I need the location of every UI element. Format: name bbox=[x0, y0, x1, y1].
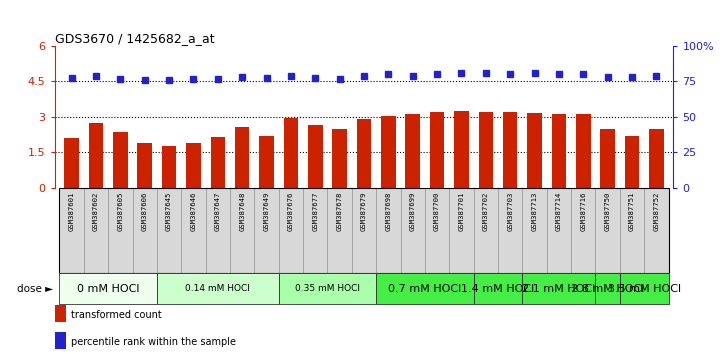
Bar bbox=[376, 188, 400, 273]
Bar bbox=[84, 188, 108, 273]
Text: GSM387602: GSM387602 bbox=[93, 192, 99, 231]
Bar bbox=[596, 188, 620, 273]
Bar bbox=[596, 273, 620, 304]
Bar bbox=[620, 273, 668, 304]
Bar bbox=[474, 188, 498, 273]
Bar bbox=[210, 137, 225, 188]
Text: GSM387701: GSM387701 bbox=[459, 192, 464, 231]
Bar bbox=[430, 112, 444, 188]
Text: GSM387703: GSM387703 bbox=[507, 192, 513, 231]
Text: GSM387676: GSM387676 bbox=[288, 192, 294, 231]
Text: GSM387750: GSM387750 bbox=[605, 192, 611, 231]
Bar bbox=[254, 188, 279, 273]
Bar bbox=[181, 188, 205, 273]
Text: GSM387601: GSM387601 bbox=[68, 192, 75, 231]
Bar bbox=[357, 119, 371, 188]
Text: GSM387698: GSM387698 bbox=[385, 192, 392, 231]
Bar bbox=[454, 111, 469, 188]
Bar bbox=[547, 188, 571, 273]
Bar bbox=[523, 188, 547, 273]
Bar bbox=[108, 188, 132, 273]
Bar bbox=[576, 114, 590, 188]
Bar bbox=[132, 188, 157, 273]
Text: GSM387645: GSM387645 bbox=[166, 192, 172, 231]
Text: dose ►: dose ► bbox=[17, 284, 53, 293]
Bar bbox=[601, 129, 615, 188]
Text: 2.1 mM HOCl: 2.1 mM HOCl bbox=[522, 284, 596, 293]
Bar bbox=[381, 116, 396, 188]
Bar bbox=[186, 143, 201, 188]
Text: percentile rank within the sample: percentile rank within the sample bbox=[71, 337, 237, 347]
Bar bbox=[259, 136, 274, 188]
Bar bbox=[138, 143, 152, 188]
Bar bbox=[303, 188, 328, 273]
Bar bbox=[352, 188, 376, 273]
Text: 0.14 mM HOCl: 0.14 mM HOCl bbox=[186, 284, 250, 293]
Text: 0.7 mM HOCl: 0.7 mM HOCl bbox=[388, 284, 462, 293]
Bar bbox=[425, 188, 449, 273]
Bar bbox=[503, 112, 518, 188]
Bar bbox=[400, 188, 425, 273]
Text: 2.8 mM HOCl: 2.8 mM HOCl bbox=[571, 284, 644, 293]
Text: transformed count: transformed count bbox=[71, 310, 162, 320]
Bar bbox=[620, 188, 644, 273]
Bar bbox=[60, 188, 84, 273]
Text: GSM387713: GSM387713 bbox=[531, 192, 537, 231]
Text: GSM387677: GSM387677 bbox=[312, 192, 318, 231]
Bar bbox=[55, 305, 66, 322]
Bar bbox=[625, 136, 639, 188]
Bar bbox=[498, 188, 523, 273]
Bar bbox=[157, 273, 279, 304]
Text: 0.35 mM HOCl: 0.35 mM HOCl bbox=[295, 284, 360, 293]
Bar bbox=[405, 114, 420, 188]
Bar bbox=[205, 188, 230, 273]
Bar bbox=[235, 127, 250, 188]
Text: GSM387716: GSM387716 bbox=[580, 192, 586, 231]
Bar bbox=[230, 188, 254, 273]
Text: GSM387752: GSM387752 bbox=[653, 192, 660, 231]
Bar bbox=[157, 188, 181, 273]
Bar bbox=[644, 188, 668, 273]
Bar bbox=[332, 129, 347, 188]
Bar bbox=[376, 273, 474, 304]
Bar bbox=[571, 188, 596, 273]
Text: GDS3670 / 1425682_a_at: GDS3670 / 1425682_a_at bbox=[55, 32, 214, 45]
Bar bbox=[60, 273, 157, 304]
Text: GSM387606: GSM387606 bbox=[142, 192, 148, 231]
Text: GSM387649: GSM387649 bbox=[264, 192, 269, 231]
Bar bbox=[523, 273, 596, 304]
Text: 1.4 mM HOCl: 1.4 mM HOCl bbox=[462, 284, 534, 293]
Bar bbox=[328, 188, 352, 273]
Text: 3.5 mM HOCl: 3.5 mM HOCl bbox=[608, 284, 681, 293]
Bar bbox=[449, 188, 474, 273]
Bar bbox=[64, 138, 79, 188]
Bar bbox=[474, 273, 523, 304]
Text: GSM387700: GSM387700 bbox=[434, 192, 440, 231]
Bar bbox=[89, 123, 103, 188]
Text: GSM387648: GSM387648 bbox=[240, 192, 245, 231]
Text: GSM387647: GSM387647 bbox=[215, 192, 221, 231]
Text: GSM387678: GSM387678 bbox=[336, 192, 343, 231]
Text: GSM387702: GSM387702 bbox=[483, 192, 488, 231]
Bar bbox=[162, 146, 176, 188]
Text: GSM387679: GSM387679 bbox=[361, 192, 367, 231]
Bar bbox=[55, 332, 66, 349]
Bar bbox=[552, 114, 566, 188]
Bar bbox=[649, 129, 664, 188]
Bar bbox=[284, 118, 298, 188]
Text: GSM387646: GSM387646 bbox=[191, 192, 197, 231]
Bar bbox=[113, 132, 127, 188]
Text: GSM387714: GSM387714 bbox=[556, 192, 562, 231]
Text: GSM387751: GSM387751 bbox=[629, 192, 635, 231]
Bar bbox=[478, 112, 493, 188]
Bar bbox=[279, 188, 303, 273]
Bar bbox=[308, 125, 323, 188]
Text: GSM387699: GSM387699 bbox=[410, 192, 416, 231]
Bar bbox=[527, 113, 542, 188]
Text: 0 mM HOCl: 0 mM HOCl bbox=[77, 284, 140, 293]
Text: GSM387605: GSM387605 bbox=[117, 192, 123, 231]
Bar bbox=[279, 273, 376, 304]
